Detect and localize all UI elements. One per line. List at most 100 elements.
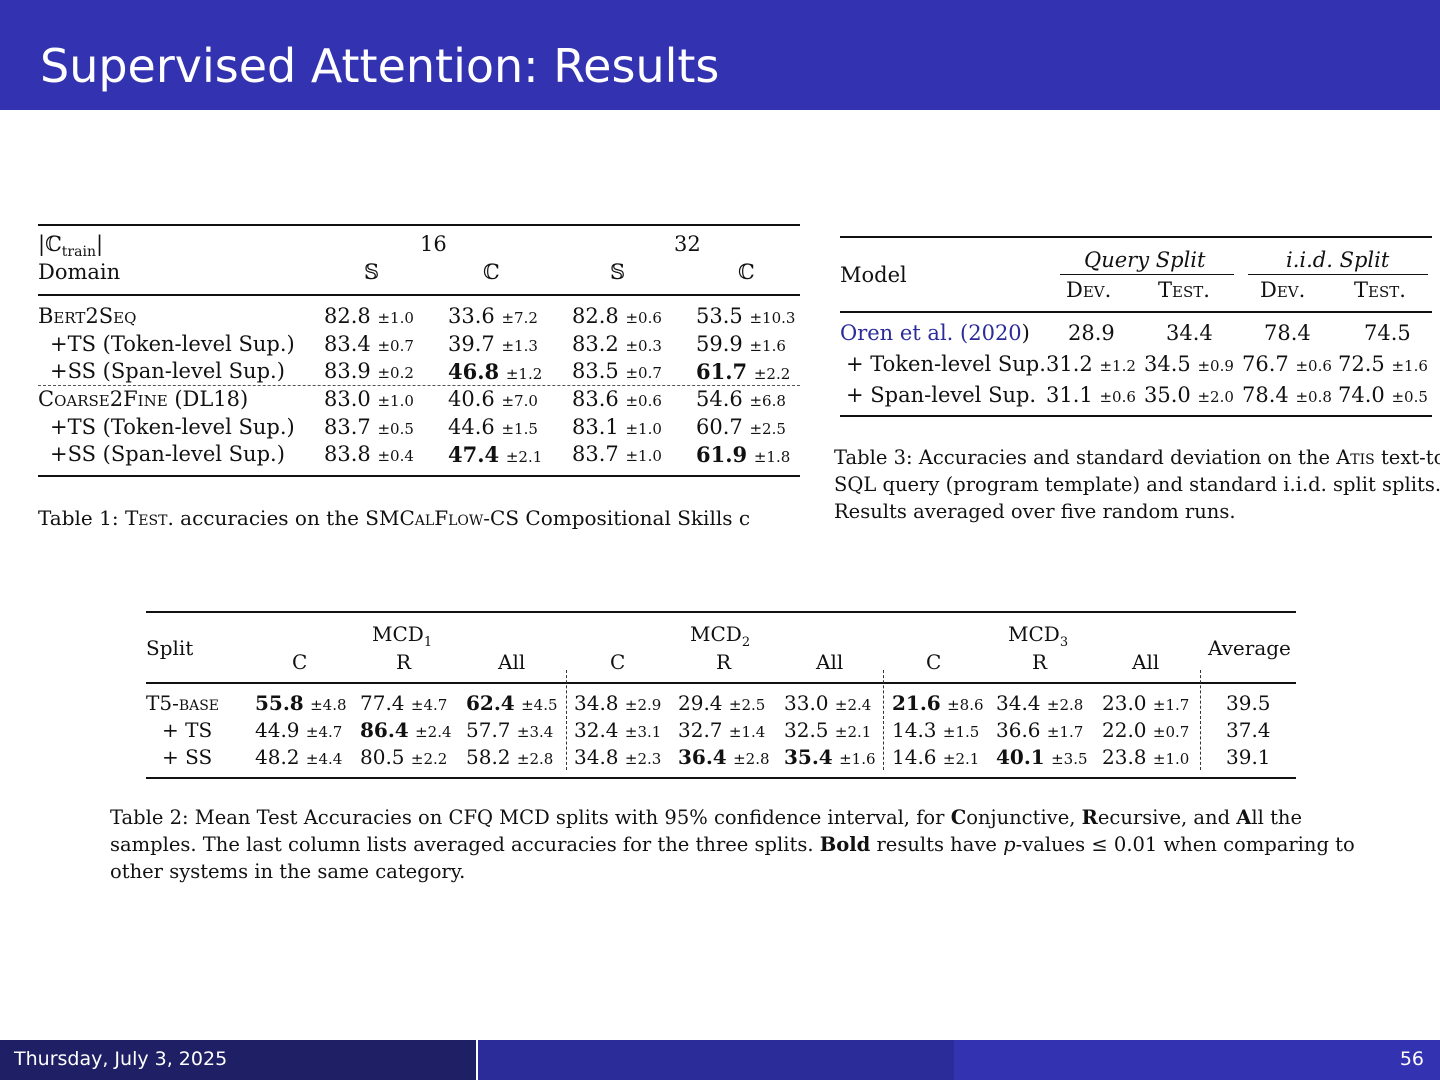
table2-cell: 14.3 ±1.5 — [892, 718, 980, 742]
table2-vdivider-3 — [1200, 670, 1201, 770]
table1-cell: 83.5 ±0.7 — [572, 359, 662, 383]
table2-row-name: + SS — [162, 745, 213, 769]
table3-cell: 31.2 ±1.2 — [1046, 352, 1136, 376]
table3-cell: 72.5 ±1.6 — [1338, 352, 1428, 376]
table2-cell: 48.2 ±4.4 — [255, 745, 343, 769]
table2-cell-average: 39.5 — [1226, 691, 1271, 715]
table1-header-s2: 𝕊 — [610, 260, 626, 284]
table2-cell: 23.8 ±1.0 — [1102, 745, 1190, 769]
table1-bottom-rule — [38, 475, 800, 477]
table2-header-c: C — [926, 650, 942, 674]
table3-cell: 28.9 — [1068, 321, 1115, 345]
table1-header-domain: Domain — [38, 260, 121, 284]
slide-title: Supervised Attention: Results — [40, 39, 720, 93]
table1-dashed-divider — [38, 385, 800, 386]
table3-row-name: + Token-level Sup. — [846, 352, 1046, 376]
table2-vdivider-2 — [883, 670, 884, 770]
table1-cell: 83.9 ±0.2 — [324, 359, 414, 383]
table3-row-name: + Span-level Sup. — [846, 383, 1037, 407]
table2-cell: 34.4 ±2.8 — [996, 691, 1084, 715]
table3-cell: 78.4 — [1264, 321, 1311, 345]
table2-cell: 40.1 ±3.5 — [996, 745, 1088, 769]
table2-cell: 86.4 ±2.4 — [360, 718, 452, 742]
table3-caption: Table 3: Accuracies and standard deviati… — [834, 446, 1440, 523]
table2-header-c: C — [610, 650, 626, 674]
table1-row-name: Coarse2Fine (DL18) — [38, 387, 249, 411]
title-bar — [0, 0, 1440, 110]
table2-bottom-rule — [146, 777, 1296, 779]
table3-header-iid: i.i.d. Split — [1286, 248, 1390, 272]
table2-cell: 32.7 ±1.4 — [678, 718, 766, 742]
footer-right-band — [954, 1040, 1440, 1080]
table2-header-mcd3: MCD3 — [1008, 622, 1069, 650]
table1-header-c1: ℂ — [483, 260, 500, 284]
slide-number: 56 — [1399, 1048, 1424, 1070]
table1-header-32: 32 — [674, 232, 701, 256]
table2-cell: 62.4 ±4.5 — [466, 691, 558, 715]
table3-mid-rule — [840, 311, 1432, 313]
table1-cell: 39.7 ±1.3 — [448, 332, 538, 356]
table3-bottom-rule — [840, 415, 1432, 417]
table1-cell: 83.1 ±1.0 — [572, 415, 662, 439]
footer-left-band — [0, 1040, 476, 1080]
table2-cell: 36.6 ±1.7 — [996, 718, 1084, 742]
table3-cell: 34.5 ±0.9 — [1144, 352, 1234, 376]
table1-cell: 83.6 ±0.6 — [572, 387, 662, 411]
footer-date: Thursday, July 3, 2025 — [14, 1048, 228, 1070]
table3-header-test2: Test. — [1354, 278, 1406, 302]
table2-cell-average: 39.1 — [1226, 745, 1271, 769]
table1-cell: 82.8 ±1.0 — [324, 304, 414, 328]
table1-cell: 33.6 ±7.2 — [448, 304, 538, 328]
table2-header-all: All — [1132, 650, 1160, 674]
table1-caption: Table 1: Test. accuracies on the SMCalFl… — [38, 506, 751, 530]
table1-mid-rule — [38, 294, 800, 296]
table2-cell: 35.4 ±1.6 — [784, 745, 876, 769]
table2-cell: 33.0 ±2.4 — [784, 691, 872, 715]
table2-top-rule — [146, 611, 1296, 613]
table2-header-r: R — [716, 650, 732, 674]
table3-query-underline — [1060, 274, 1234, 275]
table3-header-query: Query Split — [1084, 248, 1206, 272]
table3-cell: 74.0 ±0.5 — [1338, 383, 1428, 407]
footer-middle-band — [478, 1040, 954, 1080]
table2-header-average: Average — [1208, 636, 1291, 660]
table2-cell: 58.2 ±2.8 — [466, 745, 554, 769]
table2-header-all: All — [816, 650, 844, 674]
table2-cell: 34.8 ±2.9 — [574, 691, 662, 715]
table2-cell: 77.4 ±4.7 — [360, 691, 448, 715]
table1-cell: 46.8 ±1.2 — [448, 359, 543, 384]
table3-row-name: Oren et al. (2020) — [840, 321, 1030, 345]
table3-cell: 74.5 — [1364, 321, 1411, 345]
table1-row-name: Bert2Seq — [38, 304, 137, 328]
table1-row-name: +TS (Token-level Sup.) — [50, 332, 295, 356]
table2-cell: 36.4 ±2.8 — [678, 745, 770, 769]
table3-header-dev1: Dev. — [1066, 278, 1112, 302]
table3: Query Split i.i.d. Split Model Dev. Test… — [834, 232, 1440, 532]
table2-cell: 32.4 ±3.1 — [574, 718, 662, 742]
table1-row-name: +SS (Span-level Sup.) — [50, 442, 285, 466]
table2-cell: 29.4 ±2.5 — [678, 691, 766, 715]
table2-cell: 32.5 ±2.1 — [784, 718, 872, 742]
table2-cell: 23.0 ±1.7 — [1102, 691, 1190, 715]
table1-cell: 60.7 ±2.5 — [696, 415, 786, 439]
table2-header-c: C — [292, 650, 308, 674]
table1-cell: 59.9 ±1.6 — [696, 332, 786, 356]
table3-cell: 76.7 ±0.6 — [1242, 352, 1332, 376]
table1-cell: 83.4 ±0.7 — [324, 332, 414, 356]
table2: Split MCD1 MCD2 MCD3 Average C R All C R… — [110, 608, 1355, 898]
table2-cell: 14.6 ±2.1 — [892, 745, 980, 769]
table1-top-rule — [38, 224, 800, 226]
table1-cell: 44.6 ±1.5 — [448, 415, 538, 439]
table2-mid-rule — [146, 682, 1296, 684]
table1-cell: 83.7 ±0.5 — [324, 415, 414, 439]
table2-header-mcd2: MCD2 — [690, 622, 751, 650]
table2-header-all: All — [498, 650, 526, 674]
table2-header-mcd1: MCD1 — [372, 622, 433, 650]
table3-header-dev2: Dev. — [1260, 278, 1306, 302]
table1-header-train: |ℂtrain| — [38, 232, 104, 261]
table1-cell: 83.0 ±1.0 — [324, 387, 414, 411]
table3-header-test1: Test. — [1158, 278, 1210, 302]
table3-top-rule — [840, 236, 1432, 238]
table1-header-16: 16 — [420, 232, 447, 256]
table2-header-split: Split — [146, 636, 194, 660]
